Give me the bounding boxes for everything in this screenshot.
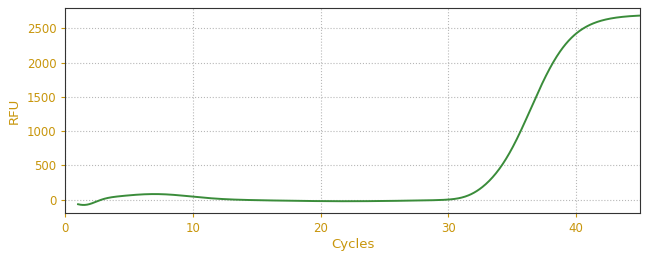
Y-axis label: RFU: RFU bbox=[8, 98, 21, 124]
X-axis label: Cycles: Cycles bbox=[331, 238, 374, 251]
